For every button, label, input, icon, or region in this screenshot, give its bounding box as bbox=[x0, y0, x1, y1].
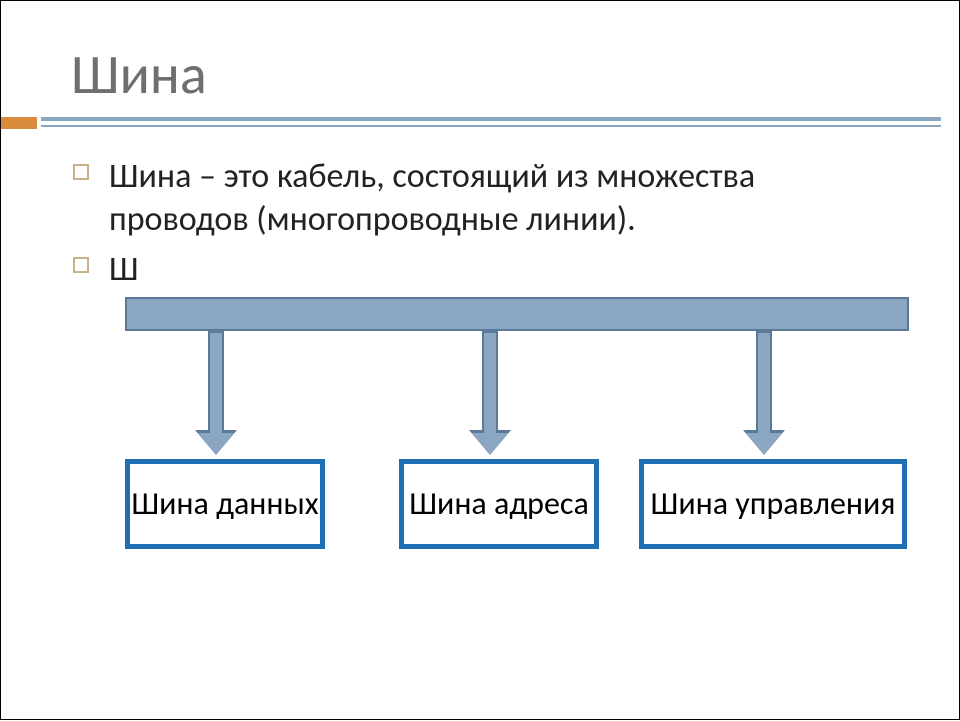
bullet-1-text: Шина – это кабель, состоящий из множеств… bbox=[109, 156, 755, 240]
bus-box-0: Шина данных bbox=[125, 459, 325, 549]
bus-box-2: Шина управления bbox=[639, 459, 907, 549]
arrow-shaft-1 bbox=[482, 331, 498, 435]
bullet-2: Ш bbox=[73, 249, 893, 292]
slide: Шина Шина – это кабель, состоящий из мно… bbox=[0, 0, 960, 720]
body-text: Шина – это кабель, состоящий из множеств… bbox=[73, 156, 893, 300]
slide-title: Шина bbox=[71, 41, 891, 109]
arrow-head-0 bbox=[198, 433, 234, 455]
bullet-2-text: Ш bbox=[109, 249, 139, 290]
title-text: Шина bbox=[71, 41, 207, 109]
arrow-head-1 bbox=[472, 433, 508, 455]
bus-diagram: Шина данных Шина адреса Шина управления bbox=[1, 1, 960, 721]
rule-main bbox=[41, 117, 941, 121]
rule-accent bbox=[1, 117, 37, 129]
bullet-marker-icon bbox=[73, 164, 89, 180]
bullet-marker-icon bbox=[73, 257, 89, 273]
busbar bbox=[125, 297, 909, 331]
arrow-head-2 bbox=[746, 433, 782, 455]
arrow-shaft-0 bbox=[208, 331, 224, 435]
bullet-1: Шина – это кабель, состоящий из множеств… bbox=[73, 156, 893, 241]
arrow-shaft-2 bbox=[756, 331, 772, 435]
bus-box-1: Шина адреса bbox=[399, 459, 599, 549]
rule-sub bbox=[41, 125, 941, 127]
